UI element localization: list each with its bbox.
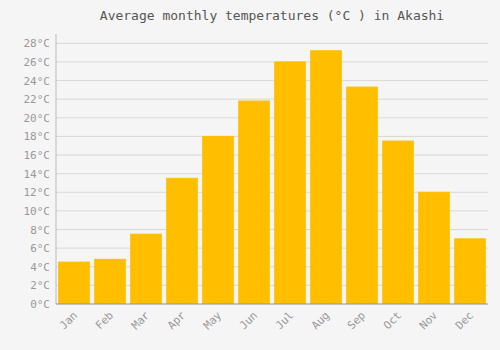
grid-line xyxy=(56,99,488,100)
bar xyxy=(59,262,90,304)
y-tick-label: 28°C xyxy=(24,37,51,50)
bars xyxy=(59,51,486,304)
x-tick-label: Oct xyxy=(381,309,404,332)
chart-container: Average monthly temperatures (°C ) in Ak… xyxy=(0,0,500,350)
grid-line xyxy=(56,80,488,81)
grid-line xyxy=(56,304,488,305)
y-tick-label: 8°C xyxy=(30,224,50,237)
x-tick-label: Jan xyxy=(57,309,80,332)
bar xyxy=(311,51,342,304)
x-tick-label: Dec xyxy=(453,309,476,332)
bar xyxy=(347,87,378,304)
bar xyxy=(131,234,162,304)
bar xyxy=(239,101,270,304)
bar xyxy=(167,178,198,304)
bar xyxy=(95,259,126,304)
bar xyxy=(275,62,306,304)
x-tick-label: May xyxy=(201,309,225,333)
grid-line xyxy=(56,61,488,62)
grid-line xyxy=(56,117,488,118)
bar xyxy=(419,192,450,304)
x-tick-label: Apr xyxy=(165,309,189,333)
grid-line xyxy=(56,173,488,174)
grid-line xyxy=(56,155,488,156)
x-tick-label: Jun xyxy=(237,309,260,332)
y-tick-label: 26°C xyxy=(24,56,51,69)
y-tick-label: 22°C xyxy=(24,93,51,106)
y-tick-label: 18°C xyxy=(24,130,51,143)
x-tick-label: Nov xyxy=(417,309,441,333)
chart: Average monthly temperatures (°C ) in Ak… xyxy=(0,0,500,350)
y-tick-label: 20°C xyxy=(24,112,51,125)
x-axis-line xyxy=(56,304,488,305)
y-tick-label: 10°C xyxy=(24,205,51,218)
bar xyxy=(455,239,486,304)
bar xyxy=(203,136,234,304)
y-tick-label: 14°C xyxy=(24,168,51,181)
x-tick-label: Mar xyxy=(129,309,153,333)
y-tick-label: 24°C xyxy=(24,75,51,88)
grid-line xyxy=(56,136,488,137)
x-tick-label: Feb xyxy=(93,309,116,332)
y-tick-label: 2°C xyxy=(30,279,50,292)
y-tick-label: 6°C xyxy=(30,242,50,255)
y-tick-label: 4°C xyxy=(30,261,50,274)
y-axis: 0°C 2°C 4°C 6°C 8°C 10°C 12°C 14°C 16°C 18°C 20°C 2… xyxy=(24,37,489,311)
background xyxy=(0,0,500,350)
grid-line xyxy=(56,43,488,44)
x-axis: Jan Feb Mar Apr May Jun Jul Aug Sep Oct Nov Dec xyxy=(57,309,476,333)
y-axis-line xyxy=(56,34,57,304)
title: Average monthly temperatures (°C ) in Ak… xyxy=(100,8,444,23)
y-tick-label: 16°C xyxy=(24,149,51,162)
x-tick-label: Aug xyxy=(309,309,332,332)
y-tick-label: 12°C xyxy=(24,186,51,199)
x-tick-label: Jul xyxy=(273,309,296,332)
y-tick-label: 0°C xyxy=(30,298,50,311)
x-tick-label: Sep xyxy=(345,309,368,332)
bar xyxy=(383,141,414,304)
